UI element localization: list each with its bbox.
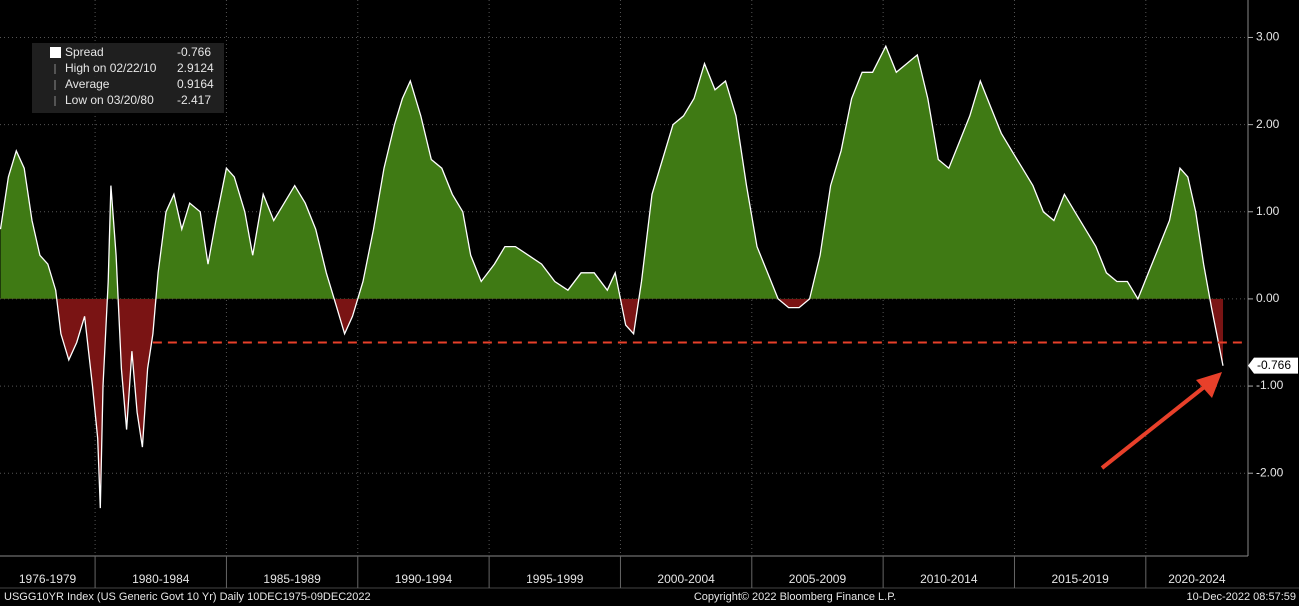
area-positive [0,46,1224,299]
x-period-label: 1990-1994 [395,572,453,586]
y-tick-label: 1.00 [1256,204,1280,218]
legend-label: Low on 03/20/80 [65,93,154,107]
arrow [1100,372,1222,470]
x-period-label: 2010-2014 [920,572,978,586]
x-period-label: 2020-2024 [1168,572,1226,586]
last-value-label: -0.766 [1257,358,1291,372]
x-period-label: 2000-2004 [657,572,715,586]
x-period-label: 1995-1999 [526,572,584,586]
x-period-label: 1985-1989 [263,572,321,586]
footer-right: 10-Dec-2022 08:57:59 [1187,591,1296,603]
legend-label: High on 02/22/10 [65,61,157,75]
y-tick-label: 3.00 [1256,30,1280,44]
y-tick-label: -1.00 [1256,378,1284,392]
last-value-box [1248,357,1298,374]
legend-value: -0.766 [177,45,211,59]
legend-value: 2.9124 [177,61,214,75]
line [0,44,1224,509]
legend-label: Average [65,77,110,91]
legend-label: Spread [65,45,104,59]
legend-value: 0.9164 [177,77,214,91]
y-tick-label: -2.00 [1256,465,1284,479]
legend-swatch [50,47,61,58]
y-tick-label: 0.00 [1256,291,1280,305]
x-period-label: 1976-1979 [19,572,77,586]
x-period-label: 1980-1984 [132,572,190,586]
x-period-label: 2005-2009 [789,572,847,586]
x-period-label: 2015-2019 [1051,572,1109,586]
legend-box [32,43,224,113]
legend-value: -2.417 [177,93,211,107]
y-tick-label: 2.00 [1256,117,1280,131]
footer-center: Copyright© 2022 Bloomberg Finance L.P. [694,591,896,603]
footer-left: USGG10YR Index (US Generic Govt 10 Yr) D… [4,591,371,603]
